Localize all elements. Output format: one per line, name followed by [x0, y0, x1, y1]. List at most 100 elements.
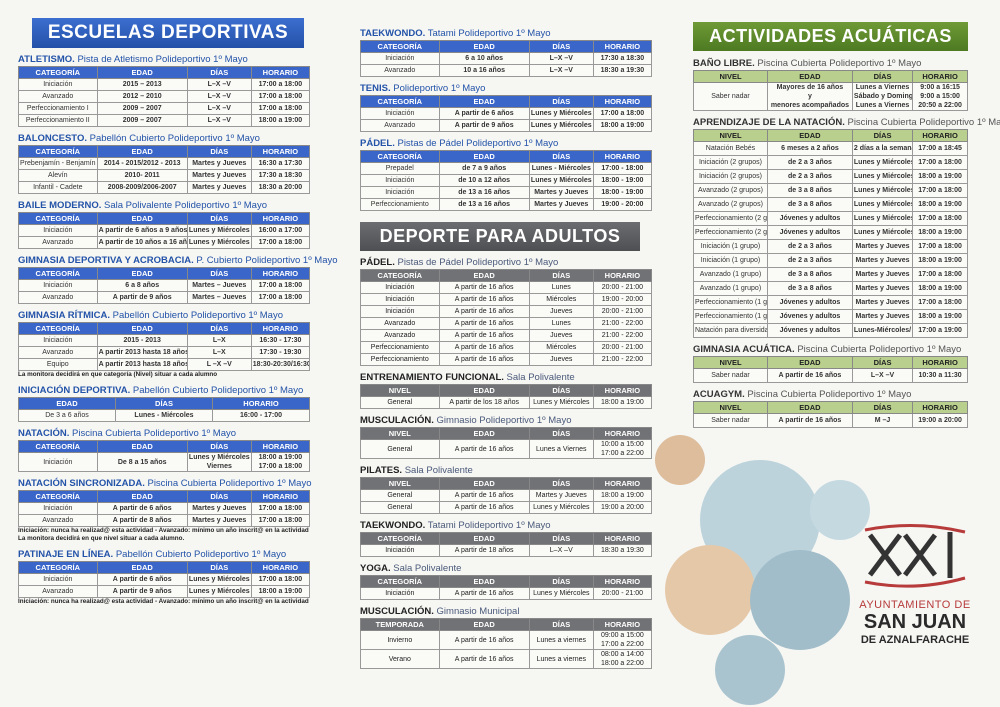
table-cell: Lunes y Miércoles	[528, 501, 594, 514]
table-cell: Saber nadar	[693, 82, 768, 111]
table-cell: Infantil - Cadete	[18, 181, 98, 194]
section-title: MUSCULACIÓN. Gimnasio Polideportivo 1º M…	[360, 414, 660, 427]
table-cell: 19:00 a 20:00	[912, 413, 968, 428]
table-cell: 2014 - 2015/2012 - 2013	[96, 157, 188, 170]
table-cell: Lunes y Miércoles	[186, 585, 252, 598]
column-header: EDAD	[438, 40, 530, 53]
table-cell: 18:00 a 19:00	[912, 169, 968, 184]
table-cell: A partir de 10 años a 16 años	[96, 236, 188, 249]
header-row: NIVEL EDAD DÍAS HORARIO	[693, 356, 968, 369]
table-cell: Lunes - Miércoles	[115, 409, 213, 422]
table-row: Perfeccionamiento A partir de 16 años Juev…	[360, 353, 653, 366]
section: ENTRENAMIENTO FUNCIONAL. Sala Polivalent…	[360, 371, 660, 409]
table-cell: A partir de 16 años	[766, 368, 853, 383]
section: PÁDEL. Pistas de Pádel Polideportivo 1º …	[360, 137, 660, 211]
table-cell: Perfeccionamiento II	[18, 114, 98, 127]
activity-name: INICIACIÓN DEPORTIVA.	[18, 385, 131, 396]
table-cell: Martes y Jueves	[851, 295, 914, 310]
column-header: CATEGORÍA	[360, 95, 440, 108]
column-header: EDAD	[438, 95, 530, 108]
venue: Gimnasio Polideportivo 1º Mayo	[436, 415, 572, 426]
splash	[810, 480, 870, 540]
table-cell: 17:00 a 18:00	[912, 183, 968, 198]
section: BAÑO LIBRE. Piscina Cubierta Polideporti…	[693, 57, 978, 111]
table-cell: Martes y Jueves	[851, 239, 914, 254]
table-cell: Equipo	[18, 358, 98, 371]
cell-line: Lunes a Viernes	[855, 84, 910, 91]
header-row: CATEGORÍA EDAD DÍAS HORARIO	[18, 212, 311, 225]
table-cell: L–X –V	[851, 368, 914, 383]
table-row: Iniciación (2 grupos) de 2 a 3 años Lunes …	[693, 155, 968, 170]
column-header: HORARIO	[592, 95, 653, 108]
splash	[715, 635, 785, 705]
section: TAEKWONDO. Tatami Polideportivo 1º Mayo C…	[360, 27, 660, 77]
table-cell: 16:30 a 17:30	[250, 157, 311, 170]
table-cell: Avanzado	[18, 291, 98, 304]
table-cell: L–X –V	[186, 114, 252, 127]
table-cell: A partir de 16 años	[438, 630, 530, 650]
section: PILATES. Sala Polivalente NIVEL EDAD DÍAS HO…	[360, 464, 660, 514]
table-row: Avanzado (2 grupos) de 3 a 8 años Lunes y …	[693, 197, 968, 212]
table-cell: A partir de 16 años	[438, 281, 530, 294]
table-cell: 20:00 - 21:00	[592, 587, 653, 600]
column-header: HORARIO	[592, 269, 653, 282]
activity-name: ACUAGYM.	[693, 389, 745, 400]
column-header: EDAD	[766, 356, 853, 369]
section-title: TAEKWONDO. Tatami Polideportivo 1º Mayo	[360, 519, 660, 532]
table-row: Perfeccionamiento (1 grupo)Jóvenes y adu…	[693, 295, 968, 310]
table-row: General A partir de 16 años Lunes y Miérco…	[360, 501, 653, 514]
table-cell: Iniciación	[18, 452, 98, 472]
header-row: NIVEL EDAD DÍAS HORARIO	[693, 401, 968, 414]
splash	[655, 435, 705, 485]
column-header: DÍAS	[528, 427, 594, 440]
table-row: Perfeccionamiento (2 grupos)Jóvenes y ad…	[693, 211, 968, 226]
column-header: NIVEL	[360, 427, 440, 440]
table-row: Iniciación A partir de 6 años Martes y Jue…	[18, 502, 311, 515]
activity-name: BALONCESTO.	[18, 133, 87, 144]
table-cell: Lunes y Miércoles	[851, 211, 914, 226]
activity-name: PÁDEL.	[360, 138, 395, 149]
header-row: NIVEL EDAD DÍAS HORARIO	[360, 427, 653, 440]
table-cell: A partir de 16 años	[766, 413, 853, 428]
column-header: EDAD	[96, 267, 188, 280]
table-cell: de 13 a 16 años	[438, 198, 530, 211]
table-cell: L –X –V	[186, 358, 252, 371]
section-title: PILATES. Sala Polivalente	[360, 464, 660, 477]
table-cell: 18:00 a 19:00	[592, 396, 653, 409]
column-header: HORARIO	[250, 440, 311, 453]
table-cell: Lunes-Miércoles/ Martes- Jueves	[851, 323, 914, 338]
note: Iniciación: nunca ha realizad@ esta acti…	[18, 527, 309, 534]
cell-line: 17:00 a 18:00	[258, 463, 303, 470]
column-header: CATEGORÍA	[18, 561, 98, 574]
table-row: Iniciación de 13 a 16 años Martes y Jueves…	[360, 186, 653, 199]
table-cell: Lunes a viernes	[528, 649, 594, 669]
activity-name: PATINAJE EN LÍNEA.	[18, 549, 114, 560]
table-cell: Jóvenes y adultos	[766, 211, 853, 226]
table-cell: Martes y Jueves	[851, 309, 914, 324]
table-cell: A partir de 16 años	[438, 649, 530, 669]
table-cell: Martes y Jueves	[851, 253, 914, 268]
cell-line: y	[807, 93, 812, 100]
table-row: Verano A partir de 16 años Lunes a viernes…	[360, 649, 653, 669]
table-cell: 21:00 - 22:00	[592, 329, 653, 342]
column-header: HORARIO	[250, 212, 311, 225]
column-left: ESCUELAS DEPORTIVAS ATLETISMO. Pista de …	[18, 18, 338, 606]
section: NATACIÓN. Piscina Cubierta Polideportivo…	[18, 427, 318, 472]
column-header: DÍAS	[186, 212, 252, 225]
schedule-table: CATEGORÍA EDAD DÍAS HORARIO Iniciación 2015 –…	[18, 66, 311, 127]
schedule-table: NIVEL EDAD DÍAS HORARIO General A partir de 1…	[360, 477, 653, 514]
column-header: EDAD	[766, 401, 853, 414]
column-header: CATEGORÍA	[360, 269, 440, 282]
table-cell: Prepadel	[360, 162, 440, 175]
section: BALONCESTO. Pabellón Cubierto Polideport…	[18, 132, 318, 194]
schedule-table: NIVEL EDAD DÍAS HORARIO Natación Bebés 6 mese…	[693, 129, 968, 338]
table-cell: De 8 a 15 años	[96, 452, 188, 472]
table-cell: A partir de 16 años	[438, 587, 530, 600]
column-header: CATEGORÍA	[18, 212, 98, 225]
table-cell: Prebenjamín - Benjamín	[18, 157, 98, 170]
table-cell: Invierno	[360, 630, 440, 650]
activity-name: GIMNASIA RÍTMICA.	[18, 310, 111, 321]
table-cell: A partir de 9 años	[438, 119, 530, 132]
cell-line: 9:00 a 15:00	[920, 93, 960, 100]
section-title: ATLETISMO. Pista de Atletismo Polideport…	[18, 53, 318, 66]
